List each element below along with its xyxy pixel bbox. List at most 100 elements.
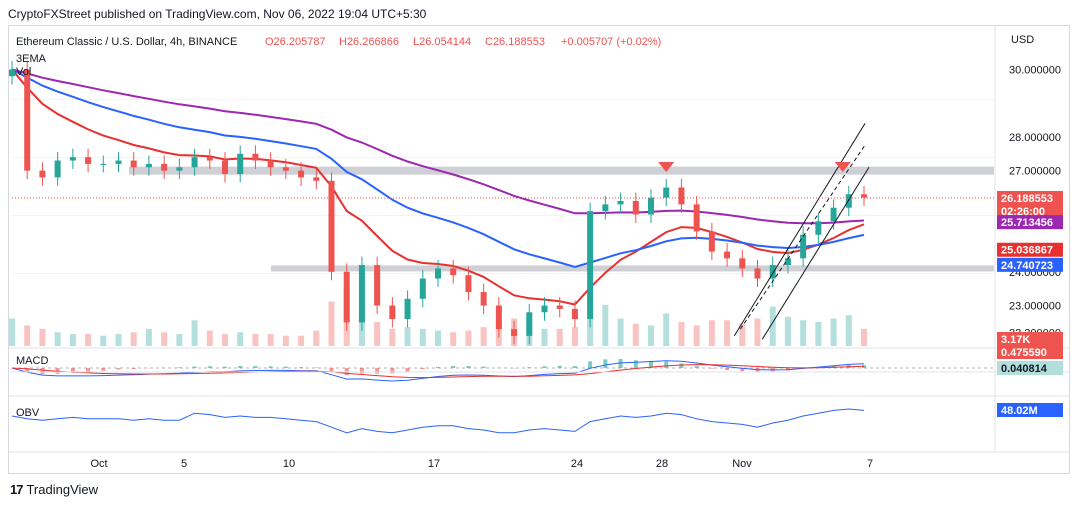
volume-bar — [191, 320, 198, 346]
channel-upper-line — [733, 123, 866, 337]
candle-body — [313, 177, 320, 181]
volume-bar — [739, 323, 746, 346]
candle — [724, 243, 731, 267]
macd-histogram-bar — [25, 368, 30, 373]
macd-histogram-bar — [527, 367, 532, 368]
candle — [115, 152, 122, 173]
candle-body — [328, 180, 335, 272]
candles — [9, 61, 867, 345]
usd-axis-label: USD — [1011, 34, 1034, 46]
volume-bar — [541, 328, 548, 346]
candle-body — [191, 157, 198, 168]
candle — [267, 152, 274, 176]
candle — [541, 297, 548, 321]
last-price-tag: 26.188553 — [997, 190, 1063, 205]
macd-label: MACD — [16, 355, 48, 367]
candle-body — [389, 305, 396, 320]
tradingview-footer[interactable]: 17 TradingView — [10, 482, 98, 497]
candle-body — [587, 211, 594, 320]
candle-body — [206, 157, 213, 161]
candle-body — [419, 278, 426, 299]
macd-histogram-bar — [466, 366, 471, 368]
candle-body — [800, 234, 807, 259]
candle-body — [450, 268, 457, 276]
candle — [480, 283, 487, 314]
candle — [663, 179, 670, 207]
legend-ema: 3EMA — [16, 53, 47, 65]
legend-close: C26.188553 — [485, 36, 545, 48]
macd-pane — [11, 358, 994, 382]
candle — [39, 162, 46, 186]
macd-histogram-bar — [436, 366, 440, 368]
y-tick-label: 28.000000 — [1009, 132, 1061, 144]
volume-bar — [769, 306, 776, 346]
tag-bg — [997, 345, 1063, 359]
tradingview-brand: TradingView — [26, 482, 99, 497]
volume-bar — [617, 318, 624, 346]
candle-body — [739, 258, 746, 269]
volume-bar — [724, 320, 731, 346]
candle-body — [267, 160, 274, 168]
volume-bar — [313, 330, 320, 346]
candle-body — [708, 231, 715, 252]
resistance-triangle-icon — [834, 161, 851, 172]
volume-bar — [39, 328, 46, 346]
volume-bar — [85, 334, 92, 346]
candle — [298, 162, 305, 186]
macd-histogram-bar — [633, 360, 638, 368]
volume-bar — [800, 320, 807, 346]
candle — [313, 168, 320, 190]
candle-body — [237, 153, 244, 175]
legend-change: +0.005707 (+0.02%) — [561, 36, 661, 48]
ascending-channel — [12, 123, 994, 340]
candle-body — [298, 170, 305, 178]
candle — [617, 192, 624, 213]
candle — [237, 145, 244, 183]
ema-red-tag: 25.036867 — [997, 242, 1063, 257]
macd-histogram-bar — [40, 368, 45, 375]
volume-bar — [465, 330, 472, 346]
candle — [571, 300, 578, 328]
volume-bar — [54, 332, 61, 346]
candle — [24, 61, 31, 180]
legend-high: H26.266866 — [339, 36, 399, 48]
candle-body — [815, 221, 822, 235]
obv-tag: 48.02M — [997, 403, 1063, 417]
volume-bar — [252, 334, 259, 346]
x-tick-label: 10 — [283, 458, 295, 470]
published-header: CryptoFXStreet published on TradingView.… — [8, 7, 427, 21]
price-chart[interactable]: 30.00000028.00000027.00000024.00000023.0… — [9, 26, 1069, 473]
candle-body — [343, 271, 350, 323]
candle-body — [678, 187, 685, 205]
volume-bar — [374, 322, 381, 346]
candle-body — [161, 163, 168, 171]
macd-histogram-bar — [390, 368, 395, 374]
tradingview-logo-icon: 17 — [10, 482, 24, 497]
candle-body — [556, 305, 563, 309]
support-zone — [271, 265, 994, 272]
candle — [800, 226, 807, 267]
volume-bar — [389, 328, 396, 346]
obv-line — [11, 408, 865, 434]
tag-bg — [997, 361, 1063, 375]
volume-bar — [206, 330, 213, 346]
macd-histogram-bar — [694, 366, 699, 368]
volume-bar — [282, 335, 289, 346]
candle — [282, 158, 289, 180]
candle — [556, 297, 563, 318]
candle — [374, 256, 381, 314]
macd-histogram-bar — [283, 366, 288, 368]
price-axis: 30.00000028.00000027.00000024.00000023.0… — [9, 26, 1069, 453]
tag-text: 0.475590 — [1001, 347, 1047, 359]
candle — [85, 148, 92, 173]
macd-histogram-bar — [253, 365, 258, 368]
volume-bar — [145, 328, 152, 346]
candle — [206, 148, 213, 169]
candle-body — [465, 275, 472, 293]
candle-body — [435, 268, 441, 279]
ema-purple-tag: 25.713456 — [997, 215, 1063, 230]
channel-mid-line — [739, 143, 867, 330]
candle-body — [648, 197, 654, 215]
candle-body — [526, 312, 533, 336]
candle — [495, 297, 502, 338]
